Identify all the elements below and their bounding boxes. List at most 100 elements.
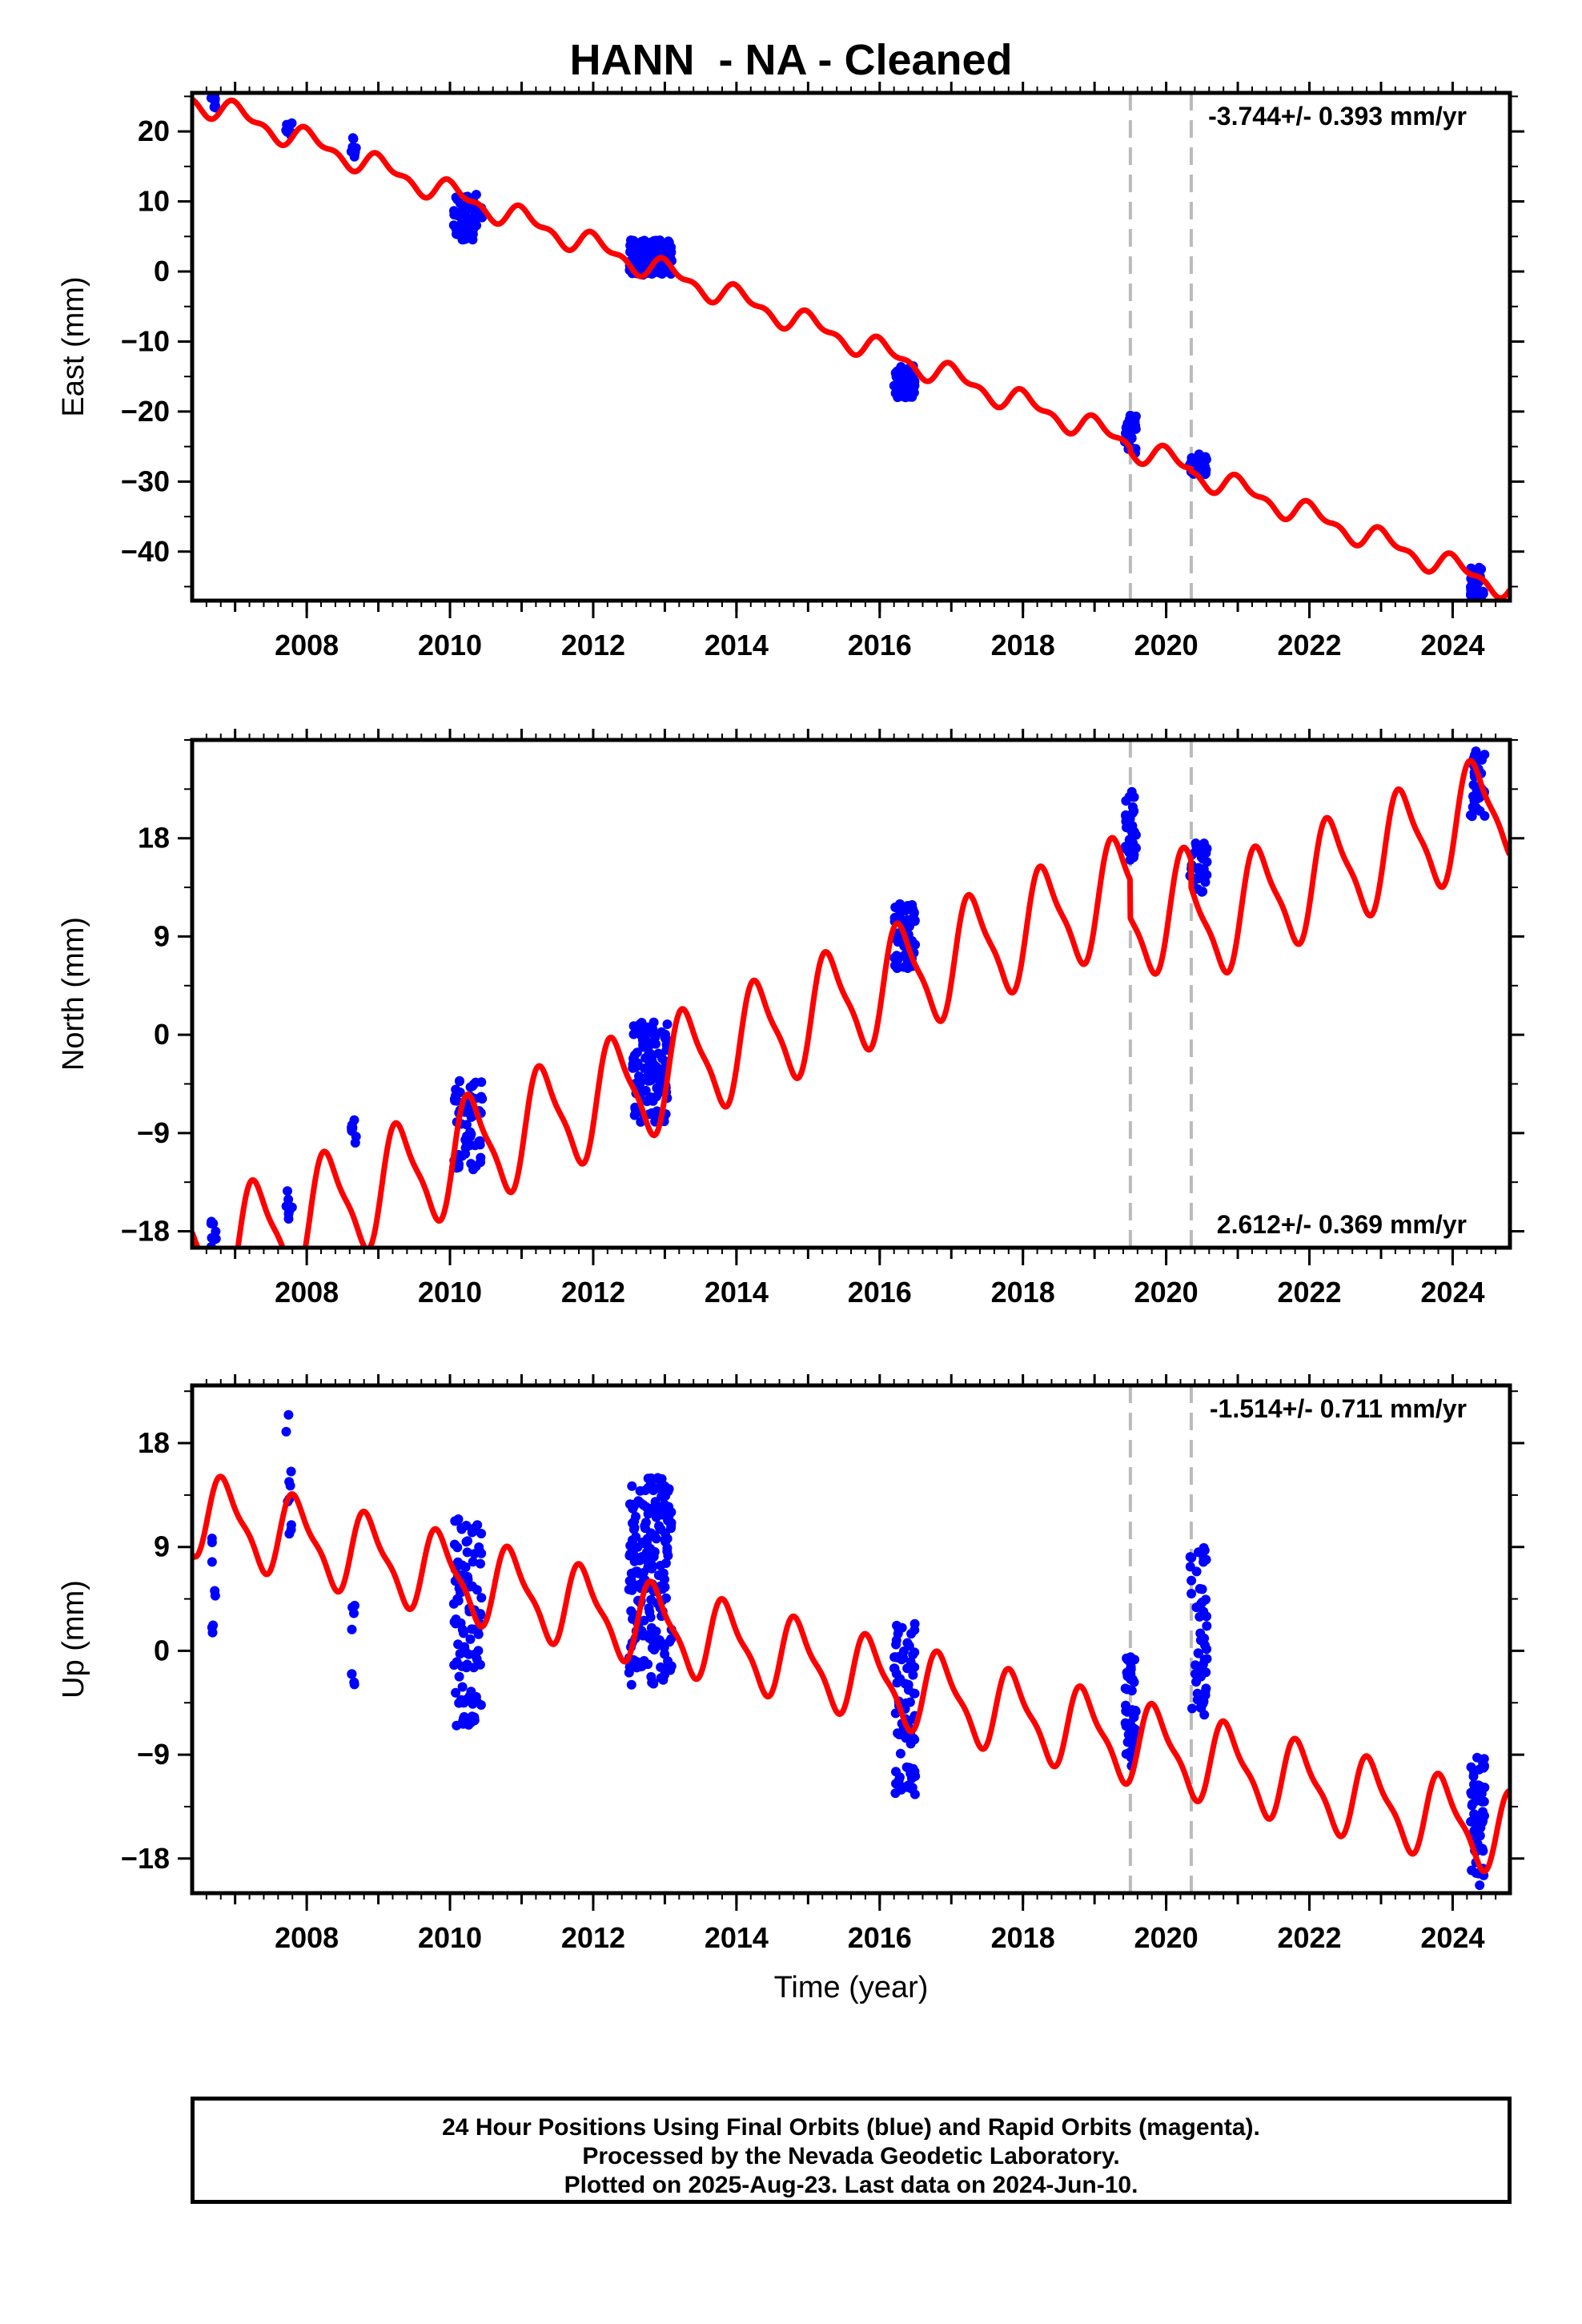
- data-point: [895, 1748, 905, 1759]
- data-point: [472, 1654, 482, 1664]
- data-point: [643, 1562, 653, 1573]
- data-point: [635, 1486, 645, 1496]
- data-cluster-0: [206, 1216, 221, 1248]
- data-point: [630, 1104, 640, 1115]
- data-point: [468, 1079, 479, 1089]
- data-point: [663, 236, 673, 247]
- data-point: [469, 1715, 480, 1726]
- data-cluster-6: [1119, 410, 1141, 458]
- data-point: [468, 1557, 478, 1567]
- x-tick-label: 2020: [1134, 629, 1199, 661]
- data-point: [1187, 1703, 1197, 1714]
- data-point: [464, 1104, 474, 1114]
- data-point: [1471, 1834, 1481, 1844]
- data-point: [634, 1658, 644, 1668]
- data-cluster-2: [346, 133, 361, 162]
- data-point: [287, 118, 297, 128]
- y-tick-label: 18: [138, 822, 170, 854]
- data-point: [626, 1575, 636, 1586]
- x-tick-label: 2008: [275, 1276, 339, 1309]
- x-tick-label: 2024: [1420, 629, 1484, 661]
- data-point: [1480, 750, 1490, 760]
- y-tick-label: 0: [154, 1634, 170, 1667]
- data-point: [477, 212, 488, 223]
- data-point: [637, 1551, 647, 1562]
- data-point: [1121, 428, 1130, 439]
- data-point: [458, 203, 468, 214]
- rate-annotation-east: -3.744+/- 0.393 mm/yr: [1208, 102, 1467, 131]
- data-point: [636, 1074, 647, 1084]
- data-point: [464, 1649, 474, 1659]
- data-point: [465, 1132, 476, 1142]
- data-point: [1191, 1660, 1201, 1671]
- data-point: [465, 1634, 476, 1644]
- x-tick-label: 2020: [1134, 1276, 1199, 1309]
- data-point: [476, 1558, 485, 1569]
- data-point: [637, 1537, 648, 1547]
- data-point: [476, 1157, 486, 1168]
- data-point: [909, 915, 920, 926]
- x-tick-label: 2010: [418, 629, 482, 661]
- data-point: [894, 1623, 904, 1634]
- data-point: [1124, 821, 1134, 830]
- data-cluster-7: [1185, 1542, 1212, 1720]
- data-point: [638, 1630, 648, 1641]
- data-point: [656, 1662, 666, 1672]
- data-point: [909, 1688, 920, 1699]
- data-point: [1468, 1771, 1479, 1782]
- x-tick-label: 2010: [418, 1276, 482, 1309]
- data-point: [456, 219, 466, 230]
- data-point: [665, 1665, 676, 1675]
- data-point: [658, 1675, 669, 1685]
- data-point: [1475, 1781, 1485, 1791]
- rate-annotation-north: 2.612+/- 0.369 mm/yr: [1217, 1210, 1467, 1239]
- data-point: [1129, 792, 1139, 802]
- x-tick-label: 2022: [1277, 1276, 1341, 1309]
- data-cluster-6: [1120, 786, 1141, 865]
- data-point: [629, 240, 640, 251]
- data-point: [626, 1606, 636, 1616]
- data-point: [894, 1729, 905, 1739]
- y-tick-label: −18: [121, 1842, 170, 1875]
- data-point: [207, 1557, 217, 1567]
- data-cluster-1: [281, 1186, 297, 1224]
- data-point: [462, 1547, 472, 1558]
- data-point: [661, 1593, 671, 1603]
- y-axis-label-up: Up (mm): [57, 1580, 90, 1699]
- data-point: [1120, 1718, 1130, 1728]
- x-tick-label: 2016: [848, 1276, 912, 1309]
- data-point: [624, 1667, 634, 1678]
- data-point: [1194, 1648, 1203, 1659]
- data-point: [454, 1671, 464, 1682]
- data-point: [1195, 1611, 1205, 1622]
- data-point: [895, 364, 905, 374]
- data-point: [909, 1662, 920, 1672]
- data-point: [1471, 1796, 1481, 1806]
- data-point: [633, 1568, 644, 1578]
- data-point: [1128, 838, 1138, 848]
- data-point: [476, 1609, 486, 1619]
- data-point: [347, 1669, 357, 1679]
- data-point: [893, 954, 903, 964]
- data-point: [1472, 1819, 1482, 1829]
- panel-up: [192, 1385, 1510, 1893]
- y-axis-label-north: North (mm): [57, 917, 90, 1071]
- data-point: [456, 1524, 467, 1534]
- data-point: [890, 1788, 901, 1799]
- data-point: [1477, 1844, 1488, 1854]
- footer-line-3: Plotted on 2025-Aug-23. Last data on 202…: [564, 2172, 1138, 2198]
- data-point: [891, 1635, 901, 1646]
- data-point: [1476, 592, 1486, 601]
- x-tick-label: 2010: [418, 1921, 482, 1954]
- data-point: [1192, 1688, 1203, 1699]
- data-point: [641, 1502, 652, 1512]
- y-axis-label-east: East (mm): [57, 276, 90, 416]
- data-point: [1201, 1683, 1211, 1694]
- data-point: [462, 1659, 472, 1670]
- data-point: [907, 1733, 917, 1743]
- data-point: [666, 1507, 677, 1518]
- data-point: [1186, 1589, 1197, 1598]
- data-point: [652, 1473, 663, 1483]
- data-point: [638, 1022, 648, 1031]
